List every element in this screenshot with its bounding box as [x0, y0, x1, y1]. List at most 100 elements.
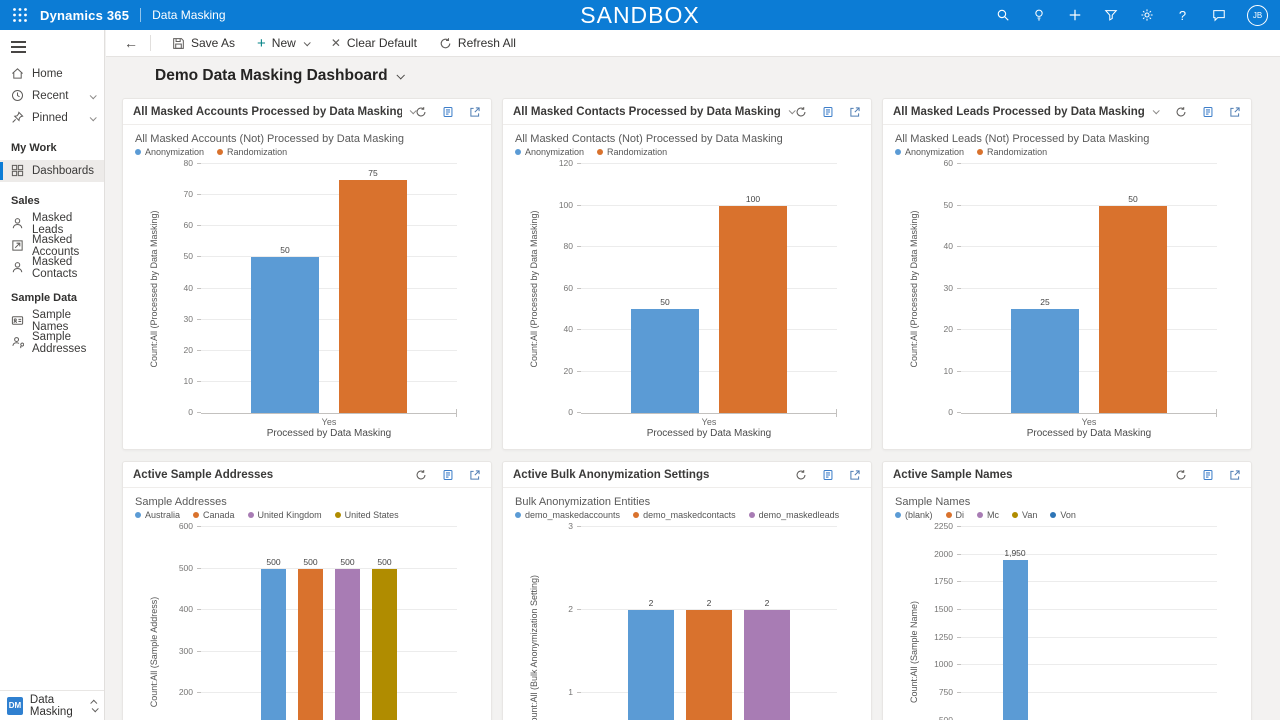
- feedback-icon[interactable]: [1211, 8, 1226, 23]
- legend-label: United States: [344, 510, 399, 520]
- y-tick-label: 500: [178, 562, 193, 573]
- view-records-icon[interactable]: [442, 106, 454, 118]
- expand-chart-icon[interactable]: [469, 106, 481, 118]
- view-records-icon[interactable]: [442, 469, 454, 481]
- back-arrow-icon[interactable]: ←: [124, 35, 138, 51]
- bar[interactable]: 2: [628, 598, 674, 720]
- expand-chart-icon[interactable]: [1229, 469, 1241, 481]
- expand-chart-icon[interactable]: [849, 469, 861, 481]
- card-title[interactable]: Active Bulk Anonymization Settings: [513, 468, 710, 481]
- view-records-icon[interactable]: [1202, 106, 1214, 118]
- quick-create-icon[interactable]: [1067, 8, 1082, 23]
- person-icon: [11, 217, 24, 230]
- card-title[interactable]: Active Sample Addresses: [133, 468, 274, 481]
- legend-label: demo_maskedcontacts: [643, 510, 736, 520]
- gridline: [961, 553, 1217, 555]
- bar[interactable]: 25: [1011, 297, 1079, 413]
- bar[interactable]: 50: [631, 297, 699, 413]
- y-tick-label: 50: [943, 199, 953, 210]
- refresh-all-button[interactable]: Refresh All: [428, 30, 527, 56]
- gridline: [961, 204, 1217, 206]
- gridline: [201, 163, 457, 164]
- bar[interactable]: 500: [261, 557, 286, 720]
- chart-legend: (blank) Di Mc Van Von: [895, 510, 1241, 520]
- card-title[interactable]: Active Sample Names: [893, 468, 1013, 481]
- refresh-icon[interactable]: [795, 106, 807, 118]
- view-records-icon[interactable]: [1202, 469, 1214, 481]
- chevron-down-icon[interactable]: [89, 90, 97, 102]
- user-avatar[interactable]: JB: [1247, 4, 1268, 26]
- bar[interactable]: 500: [372, 557, 397, 720]
- bar[interactable]: 100: [719, 194, 787, 413]
- clear-default-button[interactable]: ✕ Clear Default: [330, 36, 417, 50]
- bar-slot: [1114, 527, 1139, 720]
- card-title[interactable]: All Masked Contacts Processed by Data Ma…: [513, 105, 781, 118]
- y-tick-label: 200: [178, 687, 193, 697]
- card-title[interactable]: All Masked Leads Processed by Data Maski…: [893, 105, 1145, 118]
- card-actions: [795, 469, 861, 481]
- expand-chart-icon[interactable]: [469, 469, 481, 481]
- app-switcher[interactable]: DM Data Masking: [0, 690, 104, 720]
- legend-label: Van: [1022, 510, 1038, 520]
- card-title[interactable]: All Masked Accounts Processed by Data Ma…: [133, 105, 402, 118]
- help-icon[interactable]: ?: [1178, 7, 1187, 23]
- new-button[interactable]: + New: [246, 30, 320, 56]
- legend-dot: [977, 149, 984, 155]
- bar[interactable]: 500: [335, 557, 360, 720]
- sidebar-item-dashboards[interactable]: Dashboards: [0, 159, 104, 182]
- bar-value-label: 1,950: [1004, 548, 1026, 559]
- gridline: [201, 380, 457, 382]
- home-icon: [11, 67, 24, 80]
- refresh-icon[interactable]: [1175, 469, 1187, 481]
- bar[interactable]: 1,950: [1002, 548, 1028, 720]
- bar[interactable]: 500: [298, 557, 323, 720]
- filter-icon[interactable]: [1103, 8, 1118, 23]
- sidemap-toggle-icon[interactable]: [11, 41, 26, 53]
- gridline: [201, 650, 457, 652]
- page-title: Demo Data Masking Dashboard: [155, 67, 388, 84]
- app-launcher-icon[interactable]: [12, 7, 28, 23]
- sidebar-item-pinned[interactable]: Pinned: [0, 107, 104, 129]
- legend-label: Canada: [203, 510, 235, 520]
- bar[interactable]: 2: [686, 598, 732, 720]
- sidebar-item-sample-names[interactable]: Sample Names: [0, 309, 104, 333]
- sidebar-item-masked-accounts[interactable]: Masked Accounts: [0, 234, 104, 258]
- refresh-icon[interactable]: [795, 469, 807, 481]
- y-tick-label: 50: [183, 251, 193, 262]
- settings-gear-icon[interactable]: [1139, 8, 1154, 23]
- y-tick-mark: [957, 287, 961, 289]
- bar[interactable]: 75: [339, 168, 407, 413]
- sidebar-item-recent[interactable]: Recent: [0, 85, 104, 107]
- legend-dot: [895, 149, 901, 155]
- y-tick-mark: [957, 526, 961, 527]
- expand-chart-icon[interactable]: [1229, 106, 1241, 118]
- sidebar-item-home[interactable]: Home: [0, 63, 104, 85]
- expand-chart-icon[interactable]: [849, 106, 861, 118]
- y-tick-label: 40: [183, 282, 193, 293]
- bar[interactable]: 2: [744, 598, 790, 720]
- view-records-icon[interactable]: [822, 106, 834, 118]
- bar[interactable]: 50: [1099, 194, 1167, 413]
- refresh-icon[interactable]: [415, 469, 427, 481]
- view-records-icon[interactable]: [822, 469, 834, 481]
- sidebar-section-sales: Sales: [11, 194, 40, 207]
- search-icon[interactable]: [995, 8, 1010, 23]
- sidebar-item-masked-contacts[interactable]: Masked Contacts: [0, 256, 104, 280]
- sidebar-item-masked-leads[interactable]: Masked Leads: [0, 212, 104, 236]
- chevron-down-icon[interactable]: [89, 112, 97, 124]
- y-tick-mark: [957, 609, 961, 610]
- refresh-icon[interactable]: [415, 106, 427, 118]
- y-tick-label: 500: [938, 714, 953, 720]
- dashboard-selector[interactable]: Demo Data Masking Dashboard: [155, 67, 1280, 85]
- sidebar-item-sample-addresses[interactable]: Sample Addresses: [0, 331, 104, 355]
- bar[interactable]: 50: [251, 245, 319, 413]
- clock-icon: [11, 89, 24, 102]
- save-as-button[interactable]: Save As: [161, 30, 246, 56]
- brand-dynamics365[interactable]: Dynamics 365: [40, 7, 130, 23]
- y-tick-mark: [197, 256, 201, 258]
- gridline: [961, 526, 1217, 527]
- refresh-icon[interactable]: [1175, 106, 1187, 118]
- y-tick-mark: [197, 318, 201, 320]
- app-name[interactable]: Data Masking: [152, 8, 226, 22]
- lightbulb-icon[interactable]: [1031, 8, 1046, 23]
